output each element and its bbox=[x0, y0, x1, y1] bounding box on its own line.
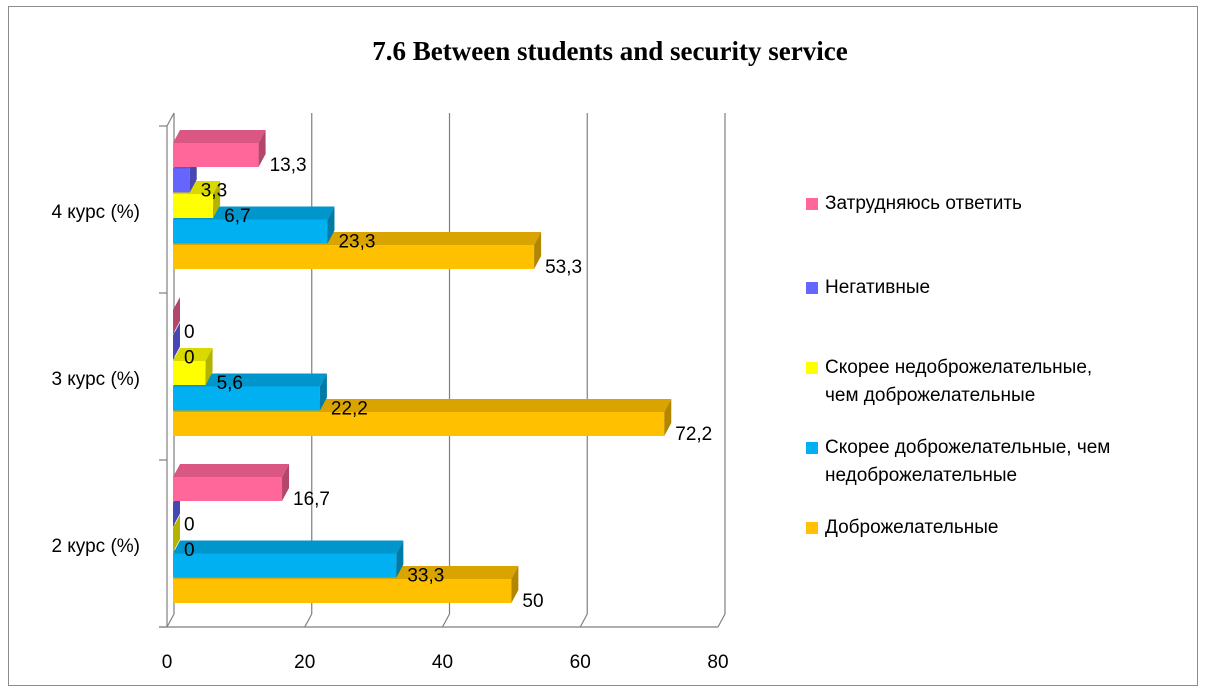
bar bbox=[173, 412, 665, 436]
data-label: 23,3 bbox=[338, 232, 375, 253]
bar-side bbox=[282, 464, 290, 501]
bar bbox=[173, 361, 206, 385]
data-label: 22,2 bbox=[331, 399, 368, 420]
legend-swatch bbox=[806, 198, 818, 210]
legend-item: Доброжелательные bbox=[806, 514, 998, 542]
data-label: 5,6 bbox=[217, 373, 243, 394]
x-tick-label: 40 bbox=[432, 652, 453, 673]
bar-side bbox=[173, 515, 180, 552]
data-label: 50 bbox=[522, 591, 543, 612]
data-label: 53,3 bbox=[545, 257, 582, 278]
x-tick-label: 20 bbox=[294, 652, 315, 673]
bar-top bbox=[173, 464, 290, 477]
bar-side bbox=[173, 322, 180, 360]
legend-label: Скорее доброжелательные, чем недоброжелат… bbox=[825, 437, 1111, 486]
gridline-floor bbox=[166, 613, 175, 628]
bar bbox=[173, 143, 259, 167]
bar bbox=[173, 477, 283, 501]
data-label: 0 bbox=[184, 322, 195, 343]
data-label: 0 bbox=[184, 540, 195, 561]
legend-item: Скорее доброжелательные, чем недоброжелат… bbox=[806, 434, 1110, 490]
legend-swatch bbox=[806, 442, 818, 454]
bar bbox=[173, 245, 535, 269]
legend-label: Затрудняюсь ответить bbox=[825, 193, 1022, 214]
bar-side bbox=[173, 297, 180, 334]
bar bbox=[173, 553, 397, 578]
bar-side bbox=[534, 232, 542, 269]
data-label: 3,3 bbox=[201, 181, 227, 202]
bar-side bbox=[258, 130, 266, 167]
data-label: 0 bbox=[184, 348, 195, 369]
data-label: 13,3 bbox=[270, 155, 307, 176]
bar-side bbox=[396, 540, 404, 578]
legend-swatch bbox=[806, 522, 818, 534]
bar-top bbox=[173, 540, 404, 554]
bar-side bbox=[319, 373, 327, 411]
gridline-floor bbox=[304, 613, 313, 628]
data-label: 16,7 bbox=[293, 489, 330, 510]
legend-label: Негативные bbox=[825, 277, 931, 298]
y-tick-label: 3 курс (%) bbox=[51, 369, 140, 390]
bar bbox=[173, 219, 328, 244]
bar-top bbox=[173, 348, 213, 361]
bar bbox=[173, 168, 190, 193]
x-tick-label: 0 bbox=[162, 652, 173, 673]
y-tick-label: 4 курс (%) bbox=[51, 202, 140, 223]
legend-item: Затрудняюсь ответить bbox=[806, 190, 1022, 218]
legend-swatch bbox=[806, 282, 818, 294]
gridline-floor bbox=[579, 613, 588, 628]
data-label: 6,7 bbox=[224, 206, 250, 227]
data-label: 33,3 bbox=[407, 566, 444, 587]
legend-item: Негативные bbox=[806, 274, 930, 302]
bar-side bbox=[205, 348, 213, 385]
gridline-floor bbox=[717, 613, 726, 628]
bar-top bbox=[173, 130, 266, 143]
y-tick-label: 2 курс (%) bbox=[51, 536, 140, 557]
bar-top bbox=[173, 373, 327, 387]
data-label: 72,2 bbox=[675, 424, 712, 445]
legend-item: Скорее недоброжелательные, чем доброжелат… bbox=[806, 354, 1092, 410]
bar-side bbox=[664, 399, 672, 436]
legend-swatch bbox=[806, 362, 818, 374]
x-tick-label: 80 bbox=[707, 652, 728, 673]
chart-title: 7.6 Between students and security servic… bbox=[372, 36, 848, 66]
y-axis-top bbox=[166, 112, 175, 127]
bar bbox=[173, 579, 512, 603]
bar-side bbox=[327, 206, 335, 244]
bar-side bbox=[511, 566, 519, 603]
x-tick-label: 60 bbox=[570, 652, 591, 673]
bar bbox=[173, 386, 320, 411]
legend-label: Скорее недоброжелательные, чем доброжелат… bbox=[825, 357, 1093, 406]
data-label: 0 bbox=[184, 515, 195, 536]
legend-label: Доброжелательные bbox=[825, 517, 999, 538]
gridline-floor bbox=[441, 613, 451, 628]
bar bbox=[173, 194, 214, 218]
bar-side bbox=[213, 181, 221, 218]
